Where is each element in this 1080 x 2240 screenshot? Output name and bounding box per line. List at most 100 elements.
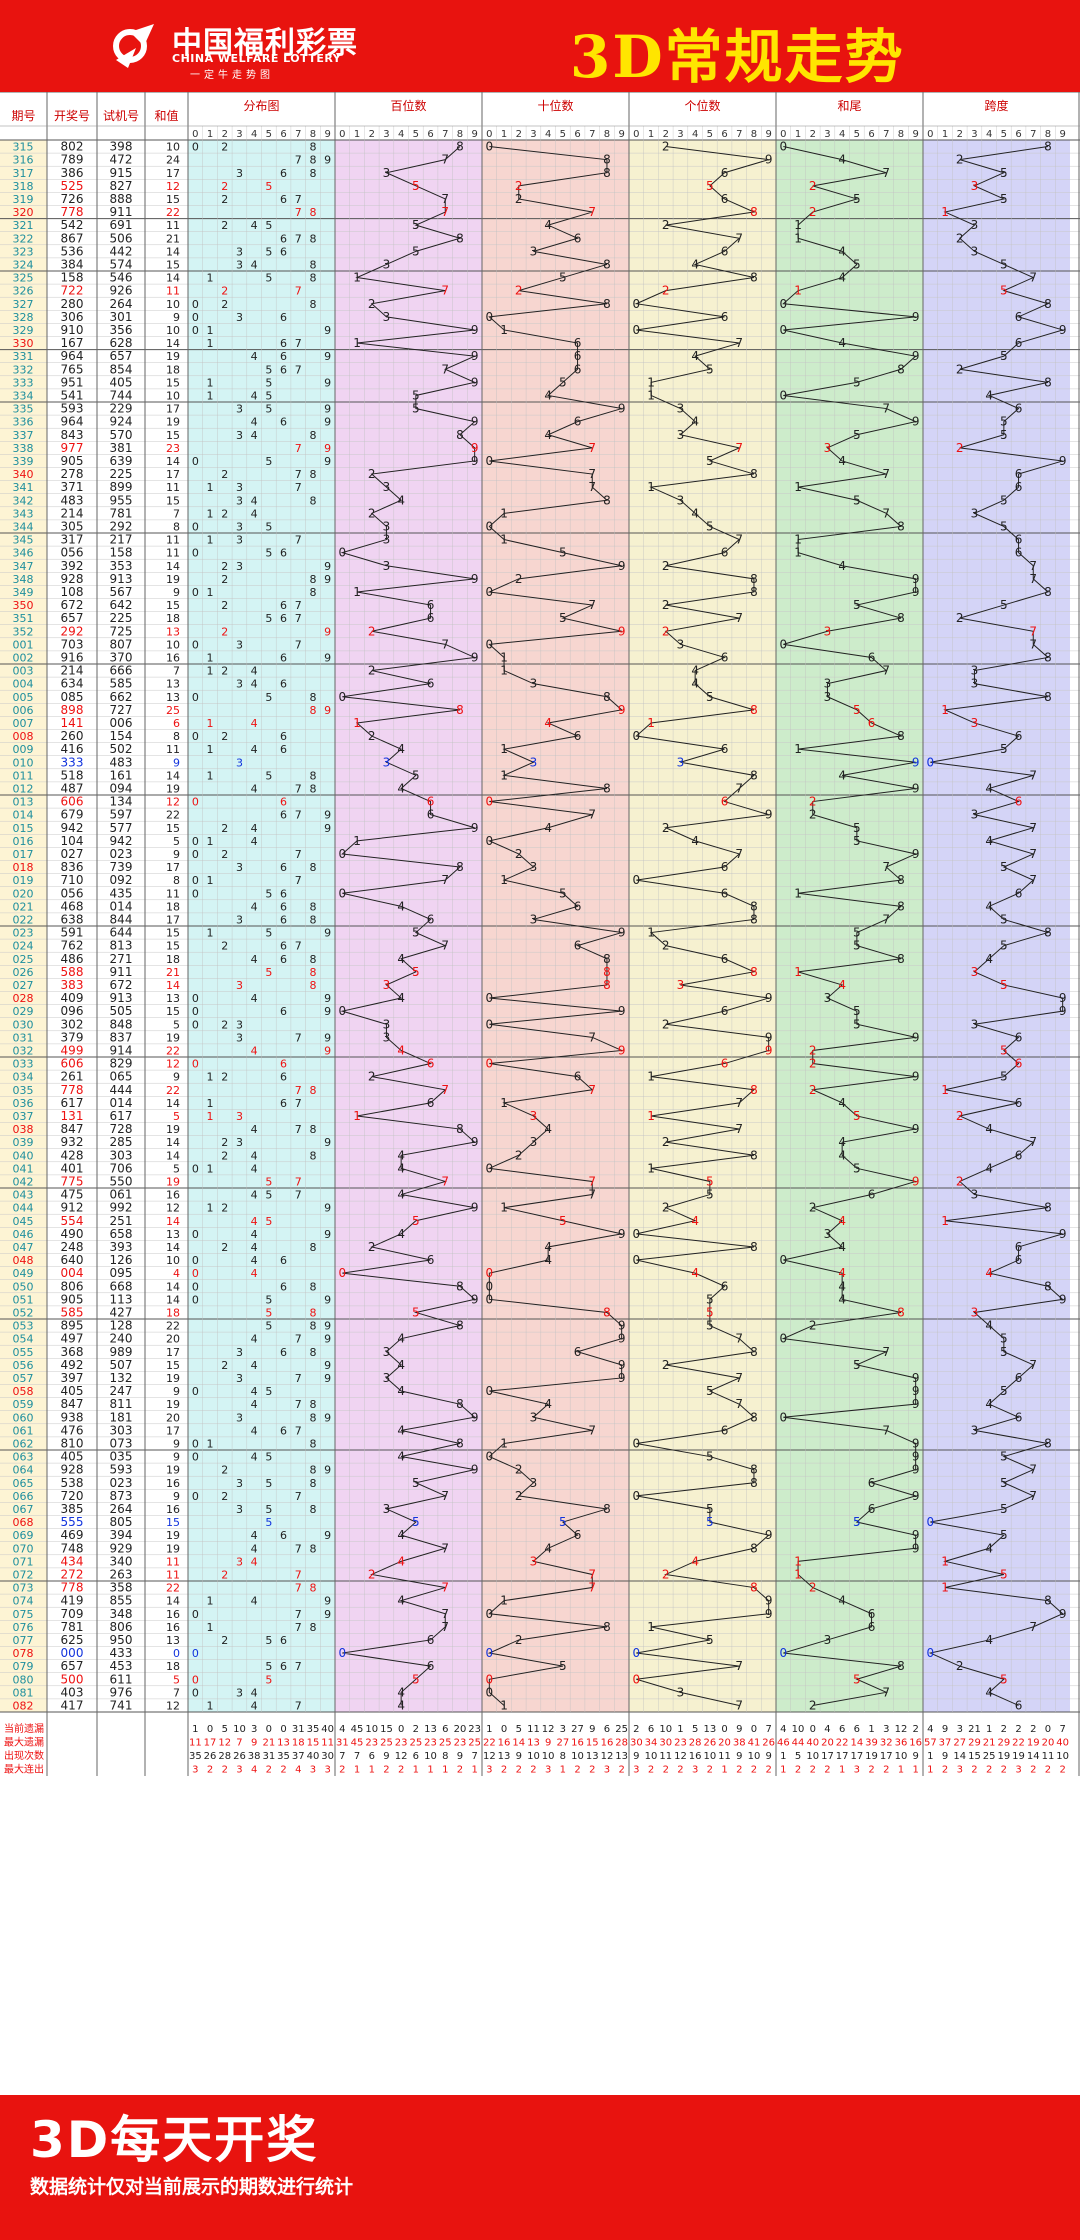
dist-mark: 5 — [265, 1175, 272, 1188]
trial-number: 370 — [110, 650, 133, 664]
trend-mark: 8 — [1044, 926, 1052, 940]
draw-number: 104 — [61, 834, 84, 848]
stat-value: 22 — [836, 1738, 849, 1749]
period-label: 008 — [13, 730, 34, 743]
trend-mark: 6 — [868, 1502, 876, 1516]
trial-number: 597 — [110, 808, 133, 822]
digit-header: 7 — [295, 129, 301, 140]
trend-mark: 9 — [912, 1489, 920, 1503]
trend-mark: 5 — [853, 1109, 861, 1123]
stat-value: 9 — [633, 1751, 639, 1762]
trend-mark: 1 — [794, 284, 802, 298]
period-label: 055 — [13, 1346, 34, 1359]
dist-mark: 2 — [221, 1359, 228, 1372]
period-label: 351 — [13, 612, 34, 625]
trial-number: 668 — [110, 1279, 133, 1293]
draw-number: 497 — [61, 1332, 84, 1346]
trial-number: 899 — [110, 480, 133, 494]
sum-value: 19 — [166, 1031, 180, 1044]
sum-value: 15 — [166, 258, 180, 271]
sum-value: 9 — [173, 1451, 180, 1464]
draw-number: 468 — [61, 899, 84, 913]
period-label: 067 — [13, 1503, 34, 1516]
trend-mark: 9 — [471, 415, 479, 429]
sum-value: 19 — [166, 1398, 180, 1411]
dist-mark: 0 — [192, 311, 199, 324]
stat-value: 32 — [880, 1738, 893, 1749]
sum-value: 9 — [173, 1490, 180, 1503]
trend-line — [487, 146, 624, 1706]
stat-value: 3 — [236, 1765, 242, 1776]
stat-value: 1 — [413, 1765, 419, 1776]
stat-value: 30 — [659, 1738, 672, 1749]
trend-mark: 6 — [721, 244, 729, 258]
trend-mark: 4 — [838, 768, 846, 782]
trial-number: 574 — [110, 257, 133, 271]
stat-value: 30 — [630, 1738, 643, 1749]
trend-mark: 4 — [838, 454, 846, 468]
sum-value: 9 — [173, 586, 180, 599]
stat-value: 3 — [604, 1765, 610, 1776]
trend-mark: 8 — [1044, 650, 1052, 664]
trend-mark: 0 — [339, 847, 347, 861]
digit-header: 9 — [765, 129, 771, 140]
trend-mark: 4 — [544, 218, 552, 232]
logo-subtitle: 一定牛走势图 — [190, 70, 274, 81]
dist-mark: 3 — [236, 638, 243, 651]
sum-value: 14 — [166, 1149, 180, 1162]
dist-mark: 5 — [265, 1660, 272, 1673]
dist-mark: 9 — [324, 154, 331, 167]
stat-value: 37 — [292, 1751, 305, 1762]
trend-mark: 4 — [397, 1358, 405, 1372]
stat-value: 19 — [865, 1751, 878, 1762]
stats-bg — [0, 1718, 1080, 1780]
trend-mark: 3 — [824, 1227, 832, 1241]
trend-mark: 1 — [941, 1214, 949, 1228]
trend-mark: 4 — [397, 1450, 405, 1464]
stat-value: 2 — [810, 1765, 816, 1776]
draw-number: 806 — [61, 1279, 84, 1293]
dist-mark: 7 — [295, 534, 302, 547]
stat-value: 0 — [266, 1724, 272, 1735]
dist-mark: 0 — [192, 848, 199, 861]
draw-number: 703 — [61, 637, 84, 651]
period-label: 001 — [13, 638, 34, 651]
trend-mark: 3 — [824, 624, 832, 638]
trend-mark: 2 — [662, 1358, 670, 1372]
trend-mark: 5 — [412, 244, 420, 258]
trend-mark: 5 — [559, 1214, 567, 1228]
trend-mark: 1 — [941, 1554, 949, 1568]
trend-mark: 4 — [544, 1253, 552, 1267]
dist-mark: 9 — [324, 1202, 331, 1215]
stat-value: 0 — [810, 1724, 816, 1735]
trend-mark: 5 — [1000, 166, 1008, 180]
trend-mark: 1 — [647, 375, 655, 389]
dist-mark: 8 — [309, 1621, 316, 1634]
dist-mark: 2 — [221, 1464, 228, 1477]
dist-mark: 8 — [309, 429, 316, 442]
dist-mark: 5 — [265, 245, 272, 258]
period-label: 063 — [13, 1451, 34, 1464]
stat-value: 28 — [218, 1751, 231, 1762]
dist-mark: 9 — [324, 1464, 331, 1477]
digit-header: 5 — [560, 129, 566, 140]
draw-number: 475 — [61, 1188, 84, 1202]
trend-mark: 7 — [1029, 1620, 1037, 1634]
trend-mark: 7 — [588, 598, 596, 612]
trend-mark: 8 — [456, 860, 464, 874]
stat-value: 22 — [483, 1738, 496, 1749]
trend-mark: 6 — [427, 912, 435, 926]
dist-mark: 7 — [295, 1123, 302, 1136]
dist-mark: 6 — [280, 232, 287, 245]
period-label: 041 — [13, 1162, 34, 1175]
trend-mark: 5 — [853, 192, 861, 206]
period-label: 020 — [13, 887, 34, 900]
dist-mark: 2 — [221, 940, 228, 953]
sum-value: 20 — [166, 1333, 180, 1346]
sum-value: 14 — [166, 560, 180, 573]
trend-mark: 5 — [853, 1004, 861, 1018]
digit-header: 4 — [545, 129, 551, 140]
trend-mark: 2 — [662, 624, 670, 638]
trial-number: 126 — [110, 1253, 133, 1267]
trial-number: 348 — [110, 1607, 133, 1621]
